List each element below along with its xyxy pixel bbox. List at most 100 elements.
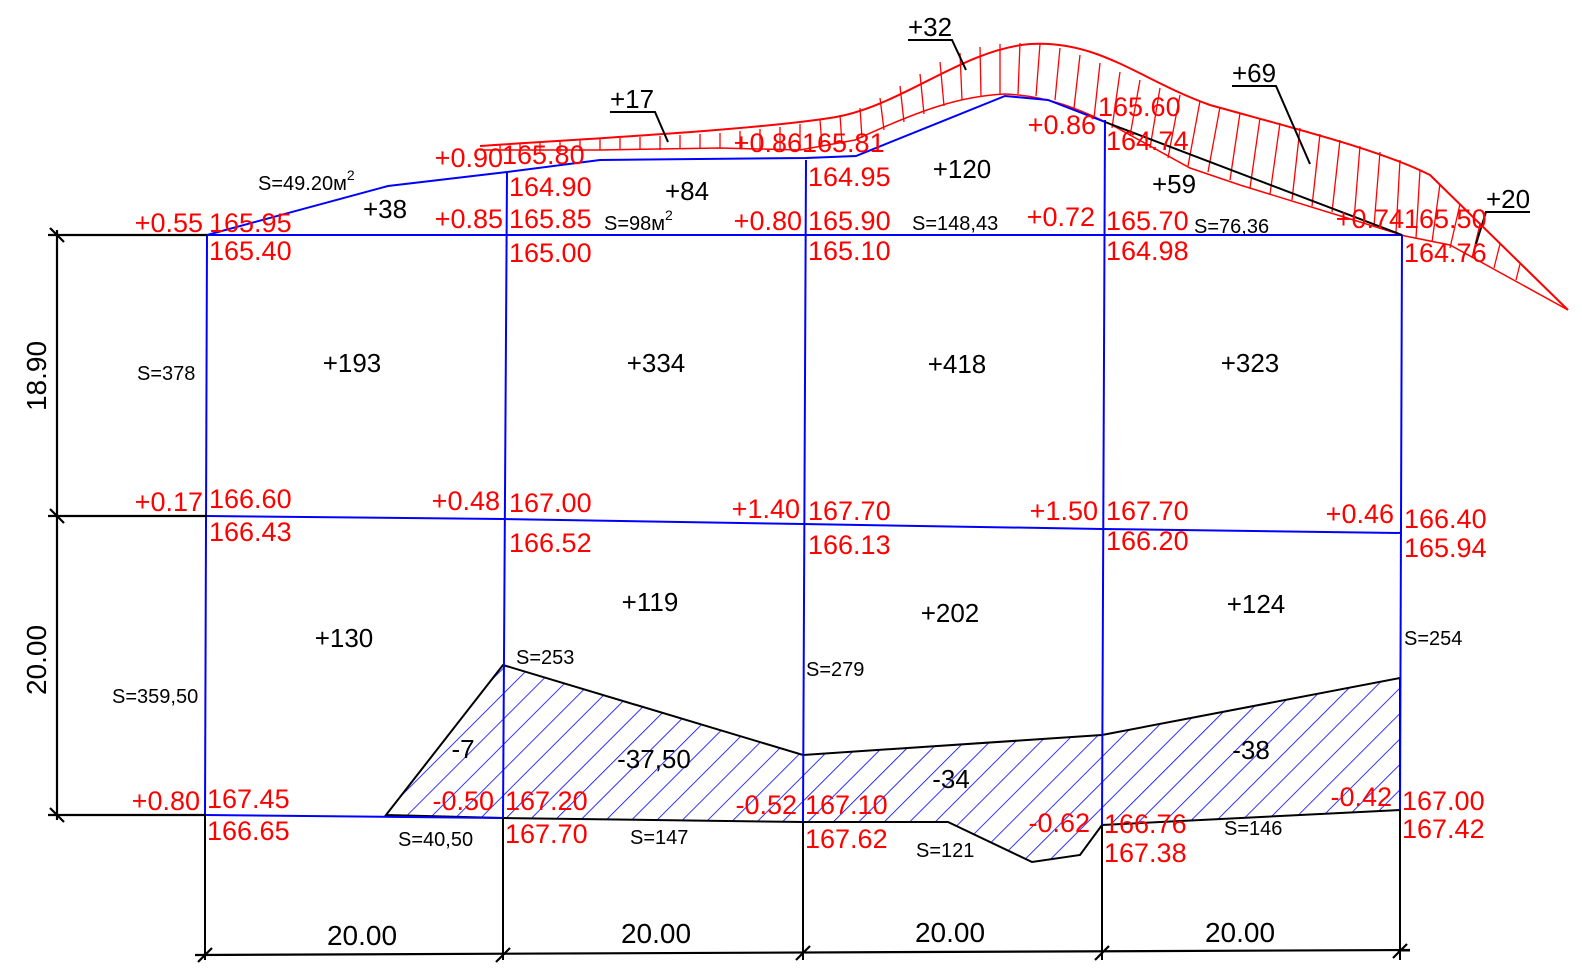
design-elevation: 165.95 xyxy=(209,208,292,238)
volume-label: +130 xyxy=(315,623,374,653)
grid-col-2 xyxy=(802,159,807,823)
design-elevation: 167.70 xyxy=(808,496,891,526)
volume-label: +59 xyxy=(1152,169,1196,199)
working-mark: +0.90 xyxy=(435,143,503,173)
volume-label: +38 xyxy=(363,194,407,224)
working-mark: +0.80 xyxy=(734,206,802,236)
volume-label: +193 xyxy=(323,348,382,378)
grid-line-bottom xyxy=(204,814,504,819)
working-mark: +1.50 xyxy=(1030,496,1098,526)
working-mark: +0.46 xyxy=(1326,499,1394,529)
grid xyxy=(204,94,1403,826)
dim-horizontal-1: 20.00 xyxy=(327,920,397,951)
design-elevation: 165.90 xyxy=(808,206,891,236)
dim-horizontal-4: 20.00 xyxy=(1205,917,1275,948)
design-elevation: 167.00 xyxy=(1402,786,1485,816)
design-elevation: 167.00 xyxy=(509,488,592,518)
area-label: S=279 xyxy=(806,659,864,681)
natural-elevation: 165.40 xyxy=(209,236,292,266)
dimension-lines xyxy=(48,227,1411,963)
slope-volume-label: +17 xyxy=(610,84,654,114)
volume-label: +418 xyxy=(928,349,987,379)
spot-heights: +0.55 165.95 165.40 +0.85 165.85 165.00 … xyxy=(132,92,1487,868)
working-mark: +0.86 xyxy=(1028,110,1096,140)
volume-label: +120 xyxy=(933,154,992,184)
natural-elevation: 166.65 xyxy=(207,816,290,846)
cut-volume-label: -7 xyxy=(451,734,474,764)
working-mark: +0.86 xyxy=(734,128,802,158)
volume-label: +124 xyxy=(1227,589,1286,619)
slope-volume-label: +69 xyxy=(1232,58,1276,88)
area-label: S=146 xyxy=(1224,818,1282,840)
volume-label: +323 xyxy=(1221,348,1280,378)
natural-elevation: 164.90 xyxy=(509,172,592,202)
natural-elevation: 166.13 xyxy=(808,530,891,560)
dim-horizontal-2: 20.00 xyxy=(621,918,691,949)
working-mark: -0.62 xyxy=(1028,808,1090,838)
slope-ticks xyxy=(499,42,1521,281)
working-mark: -0.52 xyxy=(735,790,797,820)
grid-col-1 xyxy=(502,171,508,819)
dim-vertical-2: 20.00 xyxy=(21,625,52,695)
design-elevation: 165.80 xyxy=(502,140,585,170)
area-label: S=121 xyxy=(916,840,974,862)
working-mark: +0.72 xyxy=(1027,202,1095,232)
area-label: S=378 xyxy=(137,363,195,385)
area-label: S=254 xyxy=(1404,628,1462,650)
natural-elevation: 164.95 xyxy=(808,162,891,192)
design-elevation: 167.20 xyxy=(505,786,588,816)
area-label: S=148,43 xyxy=(912,213,998,235)
dim-horizontal-3: 20.00 xyxy=(915,917,985,948)
area-label: S=49.20м2 xyxy=(258,167,355,195)
natural-elevation: 164.74 xyxy=(1106,126,1189,156)
volume-label: +202 xyxy=(921,598,980,628)
volume-label: +334 xyxy=(627,348,686,378)
cut-volume-label: -34 xyxy=(932,764,970,794)
natural-elevation: 166.43 xyxy=(209,517,292,547)
slope-volume-label: +32 xyxy=(908,12,952,42)
working-mark: -0.50 xyxy=(432,786,494,816)
design-elevation: 167.70 xyxy=(1106,496,1189,526)
working-mark: +0.17 xyxy=(135,487,203,517)
natural-elevation: 165.10 xyxy=(808,236,891,266)
design-elevation: 166.60 xyxy=(209,484,292,514)
area-label: S=147 xyxy=(630,827,688,849)
cut-volume-label: -38 xyxy=(1232,735,1270,765)
grid-col-0 xyxy=(204,234,208,816)
boundary-lines xyxy=(204,121,1403,960)
area-label: S=76,36 xyxy=(1194,216,1269,238)
natural-elevation: 167.42 xyxy=(1402,814,1485,844)
working-mark: -0.42 xyxy=(1330,782,1392,812)
volumes: +38 +84 +120 +59 +193 +334 +418 +323 +13… xyxy=(315,12,1530,794)
working-mark: +0.48 xyxy=(432,486,500,516)
design-elevation: 165.85 xyxy=(509,204,592,234)
design-elevation: 167.10 xyxy=(805,790,888,820)
area-label: S=253 xyxy=(516,647,574,669)
working-mark: +1.40 xyxy=(732,494,800,524)
design-elevation: 166.40 xyxy=(1404,504,1487,534)
area-label: S=359,50 xyxy=(112,686,198,708)
natural-elevation: 164.76 xyxy=(1404,238,1487,268)
cut-volume-label: -37,50 xyxy=(617,744,691,774)
working-mark: +0.80 xyxy=(132,786,200,816)
working-mark: +0.85 xyxy=(435,204,503,234)
natural-elevation: 166.52 xyxy=(509,528,592,558)
area-label: S=40,50 xyxy=(398,829,473,851)
design-elevation: 165.70 xyxy=(1106,206,1189,236)
working-mark: +0.74 xyxy=(1336,204,1404,234)
natural-elevation: 167.38 xyxy=(1104,838,1187,868)
volume-label: +84 xyxy=(665,176,709,206)
grid-line-middle xyxy=(206,515,1403,534)
leader-lines xyxy=(610,39,1530,245)
natural-elevation: 164.98 xyxy=(1106,236,1189,266)
slope-inner-edge xyxy=(480,93,1569,311)
design-elevation: 165.81 xyxy=(802,128,885,158)
design-elevation: 165.50 xyxy=(1404,204,1487,234)
slope-outer-edge xyxy=(479,42,1569,311)
natural-elevation: 165.94 xyxy=(1404,533,1487,563)
design-elevation: 167.45 xyxy=(207,784,290,814)
natural-elevation: 165.00 xyxy=(509,238,592,268)
working-mark: +0.55 xyxy=(135,208,203,238)
zero-work-line xyxy=(206,94,1106,236)
